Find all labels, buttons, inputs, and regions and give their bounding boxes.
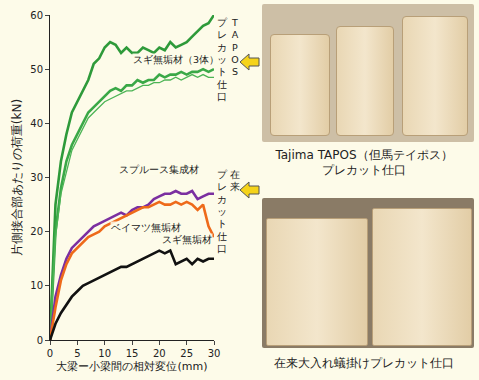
svg-text:40: 40 xyxy=(30,118,43,129)
svg-text:15: 15 xyxy=(126,348,139,359)
svg-text:10: 10 xyxy=(30,280,43,291)
svg-text:TAPOS: TAPOS xyxy=(231,17,239,77)
html-text:Tajima TAPOS（但馬テイポス）: Tajima TAPOS（但馬テイポス） xyxy=(275,148,453,162)
svg-text:大梁ー小梁間の相対変位(mm): 大梁ー小梁間の相対変位(mm) xyxy=(56,360,207,373)
html-text:在来大入れ蟻掛けプレカット仕口: 在来大入れ蟻掛けプレカット仕口 xyxy=(274,356,454,370)
svg-text:在来: 在来 xyxy=(230,169,240,192)
svg-text:スプルース集成材: スプルース集成材 xyxy=(119,164,199,175)
svg-text:ベイマツ無垢材: ベイマツ無垢材 xyxy=(111,222,181,233)
svg-text:スギ無垢材（3体）: スギ無垢材（3体） xyxy=(133,54,219,65)
svg-text:5: 5 xyxy=(74,348,80,359)
svg-text:スギ無垢材: スギ無垢材 xyxy=(162,234,212,245)
svg-text:片側接合部あたりの荷重(kN): 片側接合部あたりの荷重(kN) xyxy=(10,99,24,256)
svg-text:25: 25 xyxy=(180,348,193,359)
svg-text:プレカット仕口: プレカット仕口 xyxy=(217,169,228,254)
svg-text:60: 60 xyxy=(30,10,43,21)
svg-text:20: 20 xyxy=(153,348,166,359)
svg-text:50: 50 xyxy=(30,64,43,75)
svg-text:プレカット仕口: プレカット仕口 xyxy=(217,17,228,102)
svg-text:20: 20 xyxy=(30,226,43,237)
svg-text:30: 30 xyxy=(30,172,43,183)
svg-text:10: 10 xyxy=(98,348,111,359)
svg-text:0: 0 xyxy=(37,335,43,346)
svg-text:0: 0 xyxy=(47,348,53,359)
html-text:プレカット仕口: プレカット仕口 xyxy=(322,163,406,177)
svg-text:30: 30 xyxy=(208,348,221,359)
